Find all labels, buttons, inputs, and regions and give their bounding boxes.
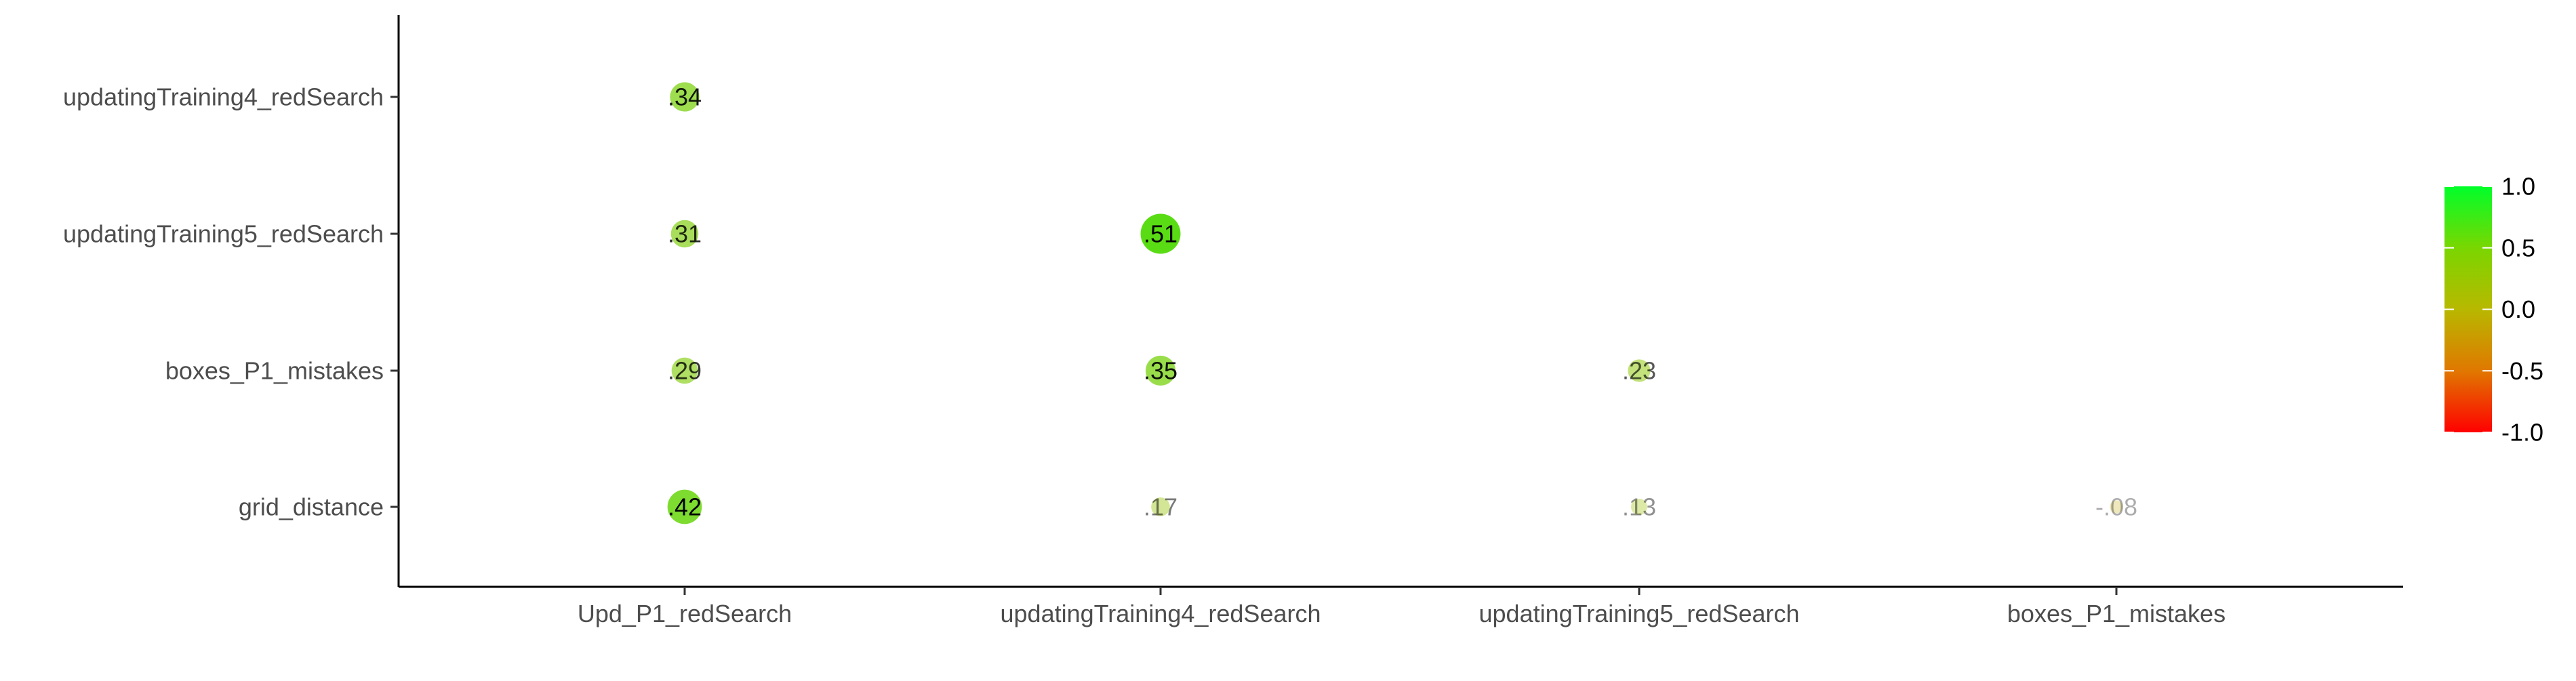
cell-upd-p1-redsearch-updatingtraining4-redsearch-label: .34 — [668, 83, 702, 111]
cell-upd-p1-redsearch-boxes-p1-mistakes-label: .29 — [668, 357, 702, 385]
y-tick-label-updatingtraining4-redsearch: updatingTraining4_redSearch — [63, 83, 384, 111]
y-tick-label-updatingtraining5-redsearch: updatingTraining5_redSearch — [63, 220, 384, 248]
cell-updatingtraining4-redsearch-grid-distance-label: .17 — [1144, 493, 1178, 521]
axes: updatingTraining4_redSearch updatingTrain… — [63, 15, 2403, 627]
x-tick-label-boxes-p1-mistakes: boxes_P1_mistakes — [2007, 600, 2226, 627]
bubble-layer: .34 .31 .29 .42 .51 .35 .17 .23 .13 -.08 — [667, 82, 2137, 524]
legend-tick-label: 0.0 — [2501, 295, 2535, 323]
x-tick-label-updatingtraining5-redsearch: updatingTraining5_redSearch — [1479, 600, 1800, 627]
cell-upd-p1-redsearch-updatingtraining5-redsearch-bubble — [670, 220, 699, 248]
legend-tick-label: -0.5 — [2501, 357, 2543, 385]
y-tick-label-grid-distance: grid_distance — [239, 493, 384, 521]
color-legend: 1.0 0.5 0.0 -0.5 -1.0 — [2444, 173, 2543, 447]
cell-updatingtraining5-redsearch-grid-distance-label: .13 — [1622, 493, 1656, 521]
cell-updatingtraining5-redsearch-boxes-p1-mistakes-label: .23 — [1622, 357, 1656, 385]
cell-updatingtraining4-redsearch-boxes-p1-mistakes-label: .35 — [1144, 357, 1178, 385]
cell-upd-p1-redsearch-grid-distance-label: .42 — [668, 493, 702, 521]
cell-updatingtraining5-redsearch-grid-distance-bubble — [1631, 499, 1647, 515]
legend-tick-label: -1.0 — [2501, 419, 2543, 447]
cell-updatingtraining5-redsearch-boxes-p1-mistakes-bubble — [1628, 359, 1651, 382]
cell-boxes-p1-mistakes-grid-distance-bubble — [2110, 500, 2123, 514]
x-tick-label-upd-p1-redsearch: Upd_P1_redSearch — [578, 600, 792, 627]
cell-boxes-p1-mistakes-grid-distance-label: -.08 — [2095, 493, 2137, 521]
cell-upd-p1-redsearch-updatingtraining5-redsearch-label: .31 — [668, 220, 702, 248]
legend-tick-label: 1.0 — [2501, 173, 2535, 201]
cell-updatingtraining4-redsearch-updatingtraining5-redsearch-label: .51 — [1144, 220, 1178, 248]
cell-updatingtraining4-redsearch-boxes-p1-mistakes-bubble — [1145, 355, 1176, 386]
cell-updatingtraining4-redsearch-updatingtraining5-redsearch-bubble — [1140, 213, 1181, 254]
cell-updatingtraining4-redsearch-grid-distance-bubble — [1151, 497, 1170, 516]
cell-upd-p1-redsearch-updatingtraining4-redsearch-bubble — [670, 82, 700, 112]
cell-upd-p1-redsearch-boxes-p1-mistakes-bubble — [671, 357, 698, 384]
x-tick-label-updatingtraining4-redsearch: updatingTraining4_redSearch — [1001, 600, 1321, 627]
legend-tick-label: 0.5 — [2501, 234, 2535, 262]
y-tick-label-boxes-p1-mistakes: boxes_P1_mistakes — [165, 357, 384, 385]
cell-upd-p1-redsearch-grid-distance-bubble — [667, 489, 702, 524]
